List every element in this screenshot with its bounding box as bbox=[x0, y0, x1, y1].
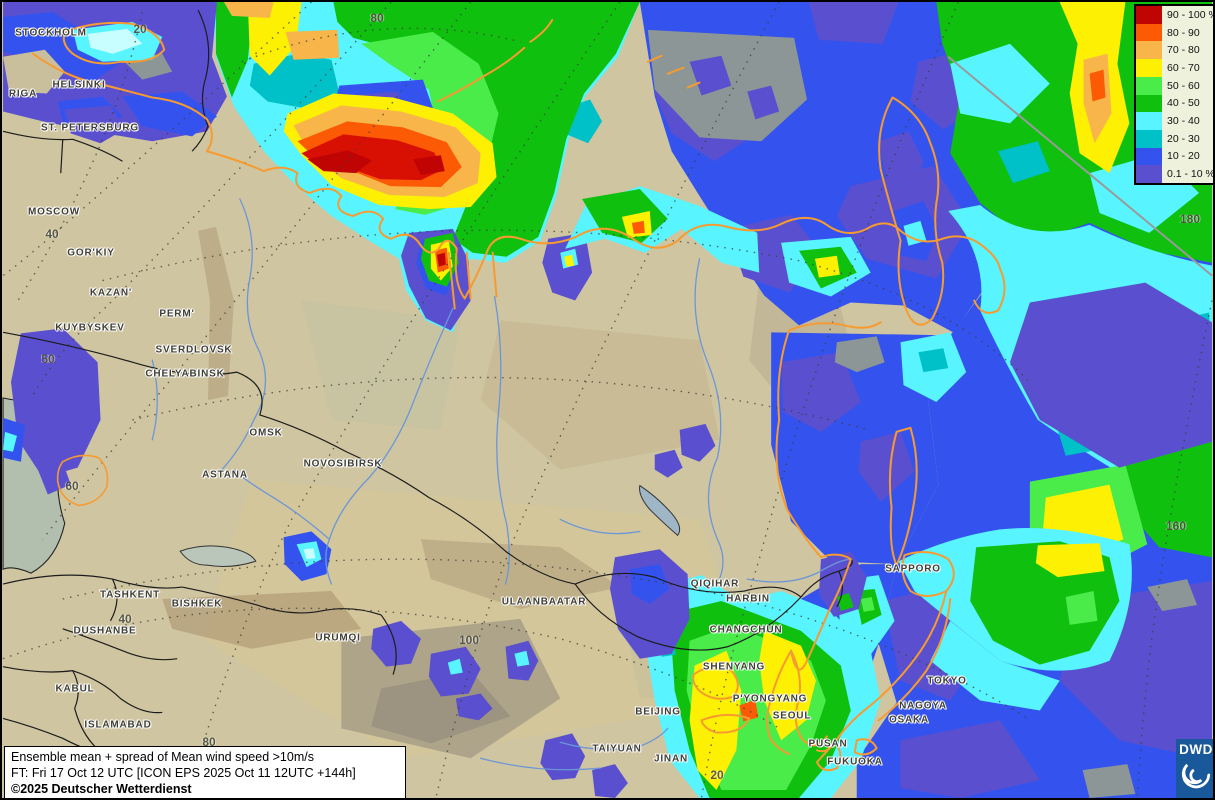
dwd-logo-text: DWD bbox=[1179, 742, 1213, 757]
legend-swatch bbox=[1136, 6, 1162, 24]
legend-swatch bbox=[1136, 147, 1162, 166]
dateline-meridian bbox=[947, 55, 1213, 277]
legend-swatch bbox=[1136, 112, 1162, 130]
legend-swatch bbox=[1136, 94, 1162, 113]
legend-item: 0.1 - 10 % bbox=[1136, 165, 1215, 184]
dwd-spiral-icon bbox=[1181, 763, 1211, 789]
legend-label: 60 - 70 bbox=[1167, 61, 1200, 74]
legend-label: 90 - 100 % bbox=[1167, 8, 1215, 21]
legend-label: 80 - 90 bbox=[1167, 26, 1200, 39]
legend-item: 90 - 100 % bbox=[1136, 6, 1215, 24]
legend-swatch bbox=[1136, 129, 1162, 148]
legend-label: 50 - 60 bbox=[1167, 79, 1200, 92]
forecast-time: FT: Fri 17 Oct 12 UTC [ICON EPS 2025 Oct… bbox=[11, 766, 356, 780]
legend-label: 0.1 - 10 % bbox=[1167, 168, 1215, 181]
probability-fields bbox=[3, 2, 1212, 798]
legend-swatch bbox=[1136, 59, 1162, 77]
legend-item: 70 - 80 bbox=[1136, 41, 1213, 60]
dwd-logo: DWD bbox=[1176, 739, 1213, 798]
legend-item: 30 - 40 bbox=[1136, 112, 1213, 130]
legend-label: 20 - 30 bbox=[1167, 132, 1200, 145]
legend-label: 10 - 20 bbox=[1167, 150, 1200, 163]
legend-item: 40 - 50 bbox=[1136, 94, 1213, 113]
probability-legend: 90 - 100 % 80 - 90 70 - 80 60 - 70 50 - 60 40… bbox=[1134, 4, 1215, 185]
legend-item: 10 - 20 bbox=[1136, 147, 1213, 166]
legend-item: 20 - 30 bbox=[1136, 129, 1213, 148]
legend-swatch bbox=[1136, 23, 1162, 42]
legend-item: 50 - 60 bbox=[1136, 76, 1213, 95]
legend-swatch bbox=[1136, 165, 1162, 184]
coastlines bbox=[31, 18, 1006, 772]
map-title: Ensemble mean + spread of Mean wind spee… bbox=[11, 750, 314, 764]
legend-swatch bbox=[1136, 41, 1162, 60]
map-title-box: Ensemble mean + spread of Mean wind spee… bbox=[4, 746, 406, 798]
country-borders bbox=[2, 9, 853, 759]
legend-item: 80 - 90 bbox=[1136, 23, 1213, 42]
rivers bbox=[151, 198, 852, 771]
legend-swatch bbox=[1136, 76, 1162, 95]
copyright: ©2025 Deutscher Wetterdienst bbox=[11, 782, 192, 796]
legend-label: 30 - 40 bbox=[1167, 115, 1200, 128]
legend-item: 60 - 70 bbox=[1136, 59, 1213, 77]
legend-label: 40 - 50 bbox=[1167, 97, 1200, 110]
legend-label: 70 - 80 bbox=[1167, 44, 1200, 57]
